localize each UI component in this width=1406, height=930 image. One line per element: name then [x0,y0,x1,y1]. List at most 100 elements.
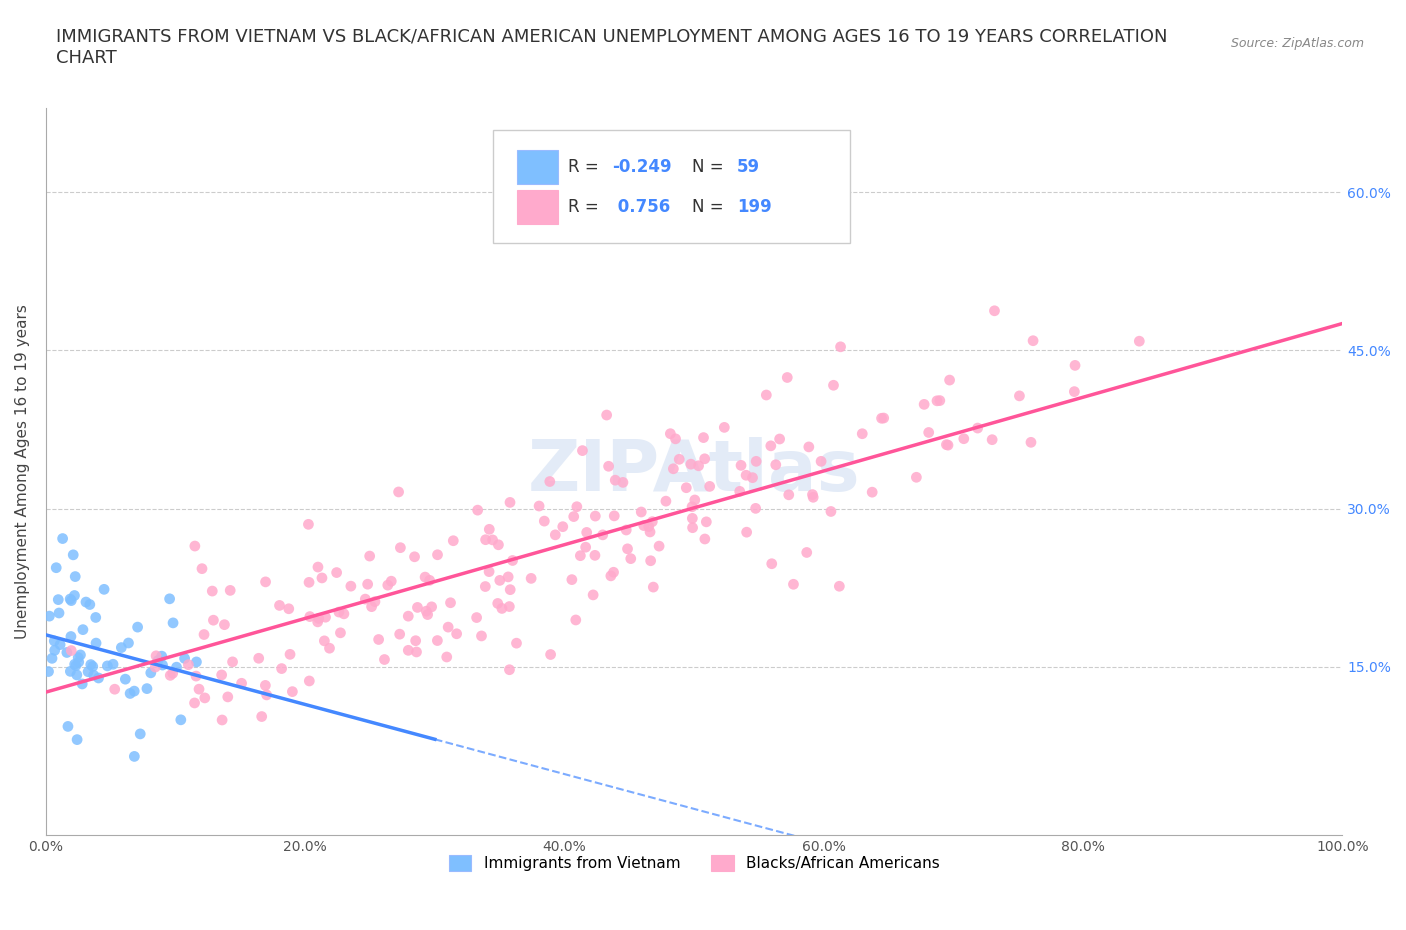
Point [136,681,159,696]
Point [481,533,503,548]
Point [75,594,97,609]
Point [364,594,387,609]
Point [124,749,146,764]
Point [298,673,321,688]
Point [735,525,758,539]
Point [759,438,782,453]
Point [486,538,509,552]
Point [633,518,655,533]
Point [325,565,347,580]
Point [681,499,703,514]
Y-axis label: Unemployment Among Ages 16 to 19 years: Unemployment Among Ages 16 to 19 years [15,304,30,639]
Point [870,411,893,426]
Point [595,407,617,422]
Point [202,613,225,628]
Point [505,636,527,651]
Point [367,632,389,647]
Point [328,604,350,619]
Point [49,637,72,652]
Point [38,609,60,624]
Point [184,669,207,684]
Point [616,541,638,556]
Point [465,610,488,625]
Point [797,440,820,455]
Point [612,475,634,490]
Point [912,397,935,412]
Point [250,709,273,724]
Point [728,484,751,498]
Point [416,607,439,622]
Point [110,640,132,655]
Point [96,658,118,673]
Text: -0.249: -0.249 [613,158,672,176]
Point [419,573,441,588]
Point [66,668,89,683]
Point [679,457,702,472]
Point [415,604,437,618]
Point [474,532,496,547]
Point [603,509,626,524]
Point [659,426,682,441]
Point [925,393,948,408]
Point [582,588,605,603]
Point [67,650,90,665]
Point [277,602,299,617]
Point [502,553,524,568]
Point [527,498,550,513]
Point [640,553,662,568]
Point [377,578,399,592]
Text: IMMIGRANTS FROM VIETNAM VS BLACK/AFRICAN AMERICAN UNEMPLOYMENT AMONG AGES 16 TO : IMMIGRANTS FROM VIETNAM VS BLACK/AFRICAN… [56,28,1168,67]
Point [565,613,588,628]
Point [83,668,105,683]
Point [87,671,110,685]
Point [162,616,184,631]
Point [602,565,624,579]
Point [173,651,195,666]
Point [755,388,778,403]
Text: R =: R = [568,158,605,176]
Point [1008,389,1031,404]
Point [966,420,988,435]
Point [540,647,562,662]
Point [436,649,458,664]
Point [80,658,103,672]
Point [614,523,637,538]
Point [166,659,188,674]
Text: N =: N = [692,158,728,176]
Point [873,411,896,426]
Point [84,610,107,625]
Point [426,633,449,648]
Point [72,622,94,637]
Point [575,525,598,539]
Point [211,668,233,683]
Point [139,665,162,680]
Point [214,618,236,632]
Point [782,577,804,591]
FancyBboxPatch shape [516,191,558,223]
Point [467,503,489,518]
Point [308,611,330,626]
Point [211,712,233,727]
Point [184,538,207,553]
Point [356,577,378,591]
Point [219,583,242,598]
Point [981,432,1004,447]
Text: R =: R = [568,198,605,216]
Point [486,596,509,611]
Text: Source: ZipAtlas.com: Source: ZipAtlas.com [1230,37,1364,50]
Point [77,664,100,679]
Point [183,696,205,711]
Point [681,511,703,525]
Point [538,474,561,489]
Point [744,501,766,516]
Point [569,548,592,563]
Point [551,519,574,534]
Point [143,659,166,674]
Point [62,548,84,563]
Point [146,653,169,668]
Point [905,470,928,485]
Point [830,339,852,354]
Point [127,619,149,634]
Text: 59: 59 [737,158,761,176]
Point [188,682,211,697]
